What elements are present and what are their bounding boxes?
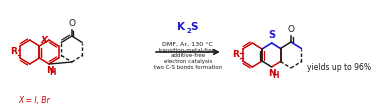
Text: transition-metal-free: transition-metal-free [160,48,217,53]
Text: additive-free: additive-free [170,53,206,58]
Text: N: N [268,69,276,78]
Text: H: H [50,68,56,76]
Text: O: O [69,19,76,28]
Text: X = I, Br: X = I, Br [19,96,50,105]
Text: R: R [232,50,239,58]
Text: S: S [268,30,275,40]
Text: O: O [288,25,295,33]
Text: electron catalysis: electron catalysis [164,59,212,64]
Text: DMF, Ar, 130 °C: DMF, Ar, 130 °C [163,42,213,47]
Text: N: N [46,66,53,75]
Text: R: R [10,46,17,56]
Text: H: H [273,70,279,80]
Text: 2: 2 [186,28,191,34]
Text: two C-S bonds formation: two C-S bonds formation [154,65,222,70]
Text: S: S [190,22,197,32]
Text: K: K [177,22,185,32]
Text: X: X [41,36,48,45]
Text: yields up to 96%: yields up to 96% [307,62,371,71]
